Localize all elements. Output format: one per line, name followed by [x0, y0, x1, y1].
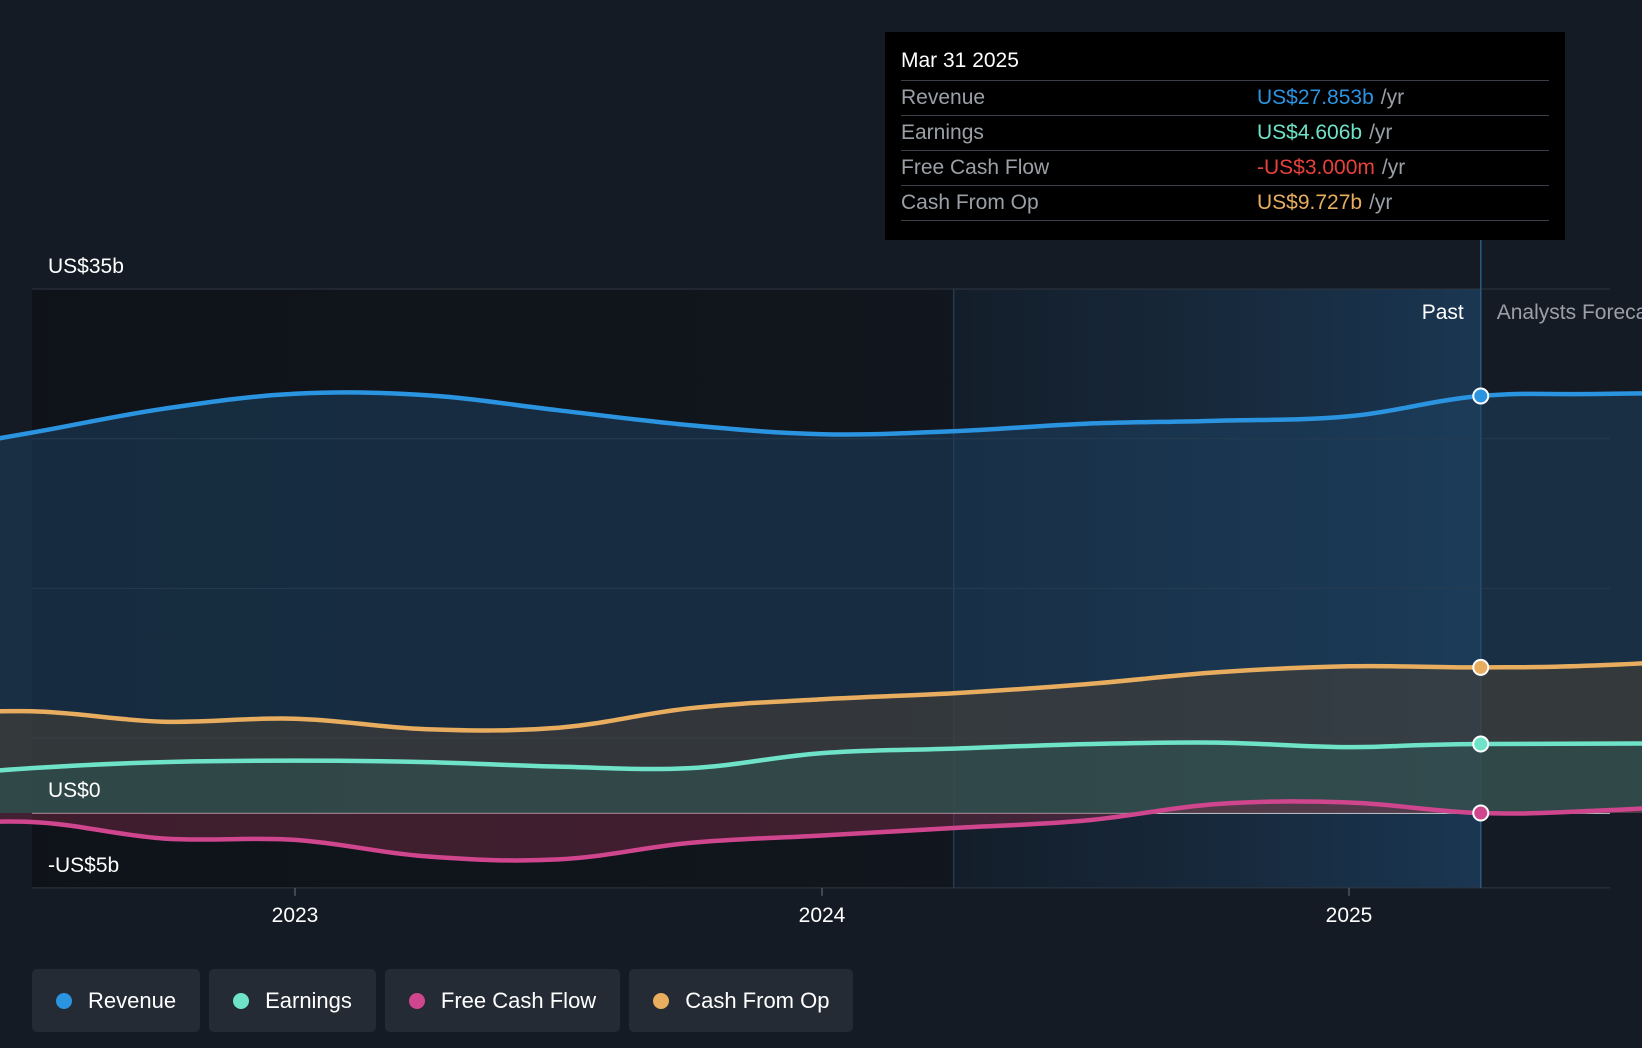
forecast-label: Analysts Forecasts: [1497, 301, 1642, 324]
area-free-cash-flow: [0, 801, 1642, 861]
tooltip-unit: /yr: [1369, 121, 1393, 144]
tooltip-value: US$9.727b: [1257, 191, 1363, 214]
legend-dot-icon: [56, 992, 72, 1009]
legend-label: Earnings: [265, 987, 352, 1013]
tooltip-label: Cash From Op: [901, 191, 1039, 214]
tooltip-row-earnings: Earnings US$4.606b /yr: [901, 116, 1549, 151]
tooltip-row-free-cash-flow: Free Cash Flow -US$3.000m /yr: [901, 151, 1549, 186]
tooltip-row-revenue: Revenue US$27.853b /yr: [901, 81, 1549, 116]
legend-item-revenue[interactable]: Revenue: [32, 969, 201, 1032]
x-axis-label: 2025: [1326, 904, 1373, 927]
line-revenue: [0, 390, 1642, 441]
tooltip-label: Revenue: [901, 86, 986, 109]
y-axis-label: -US$5b: [48, 854, 119, 877]
marker-revenue: [1472, 387, 1490, 405]
x-axis-label: 2023: [272, 904, 319, 927]
line-free-cash-flow: [0, 799, 1642, 863]
legend: Revenue Earnings Free Cash Flow Cash Fro…: [32, 969, 854, 1032]
tooltip-date: Mar 31 2025: [901, 46, 1549, 81]
legend-dot-icon: [653, 992, 670, 1009]
tooltip-value: US$27.853b: [1257, 86, 1374, 109]
tooltip-unit: /yr: [1369, 191, 1393, 214]
legend-label: Free Cash Flow: [440, 987, 597, 1013]
tooltip-value: -US$3.000m: [1257, 156, 1375, 179]
legend-dot-icon: [408, 992, 425, 1009]
legend-item-cash-from-op[interactable]: Cash From Op: [629, 969, 854, 1032]
line-earnings: [0, 740, 1642, 773]
y-axis-label: US$0: [48, 779, 101, 802]
marker-cash-from-op: [1472, 658, 1490, 676]
tooltip-row-cash-from-op: Cash From Op US$9.727b /yr: [901, 186, 1549, 221]
legend-item-earnings[interactable]: Earnings: [209, 969, 376, 1032]
tooltip-label: Free Cash Flow: [901, 156, 1050, 179]
tooltip: Mar 31 2025 Revenue US$27.853b /yr Earni…: [885, 32, 1565, 240]
line-cash-from-op: [0, 661, 1642, 733]
legend-item-free-cash-flow[interactable]: Free Cash Flow: [384, 969, 621, 1032]
tooltip-value: US$4.606b: [1257, 121, 1363, 144]
y-axis-label: US$35b: [48, 255, 124, 278]
past-label: Past: [1422, 301, 1464, 324]
legend-label: Cash From Op: [685, 987, 830, 1013]
legend-label: Revenue: [88, 987, 177, 1013]
legend-dot-icon: [233, 992, 250, 1009]
tooltip-unit: /yr: [1381, 156, 1406, 179]
marker-free-cash-flow: [1472, 804, 1490, 822]
x-axis-label: 2024: [799, 904, 846, 927]
tooltip-unit: /yr: [1380, 86, 1405, 109]
area-earnings: [0, 742, 1642, 813]
marker-earnings: [1472, 735, 1490, 753]
area-cash-from-op: [0, 663, 1642, 813]
tooltip-label: Earnings: [901, 121, 984, 144]
